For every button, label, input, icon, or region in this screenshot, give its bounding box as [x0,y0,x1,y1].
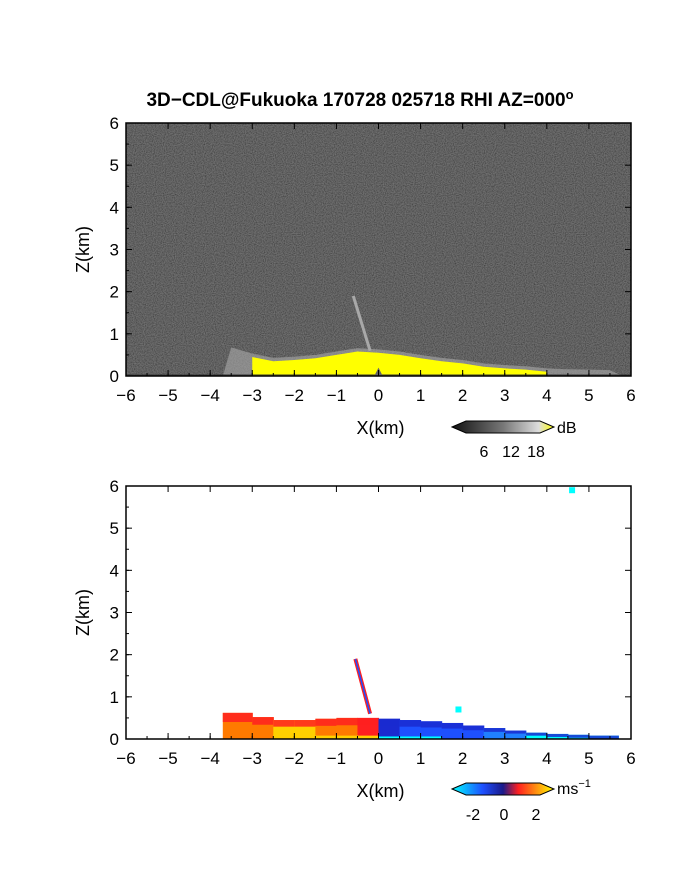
velocity-x-tick-label: −6 [116,749,135,768]
velocity-x-tick-label: −3 [243,749,262,768]
velocity-y-axis-label: Z(km) [73,589,93,636]
reflectivity-x-axis-label: X(km) [357,418,405,438]
velocity-x-tick-label: 6 [626,749,635,768]
velocity-beam-core [354,658,371,714]
velocity-colorbar: ms−1 -2 0 2 [450,778,591,824]
velocity-colorbar-tick: -2 [466,807,480,824]
velocity-echo-top-cell [357,717,379,726]
reflectivity-x-tick-label: −6 [116,386,135,405]
velocity-echo-top-cell [483,728,506,732]
reflectivity-noise [126,123,631,376]
reflectivity-colorbar: dB 6 12 18 [450,420,577,461]
velocity-echo-top-cell [462,725,485,731]
velocity-echo-cell [525,732,548,739]
velocity-echo-top-cell [273,720,295,727]
reflectivity-x-tick-label: 0 [374,386,383,405]
velocity-echo-top-cell [420,721,443,728]
velocity-echo-top-cell [378,718,401,726]
velocity-echo-top-cell [504,730,527,734]
reflectivity-y-tick-label: 6 [110,114,119,133]
velocity-y-tick-label: 5 [110,519,119,538]
reflectivity-colorbar-unit: dB [557,420,577,437]
reflectivity-y-axis-label: Z(km) [73,226,93,273]
reflectivity-x-tick-label: 6 [626,386,635,405]
velocity-x-tick-label: 4 [542,749,551,768]
velocity-y-tick-label: 1 [110,688,119,707]
reflectivity-colorbar-bar [450,420,556,434]
velocity-colorbar-bar [450,782,556,796]
reflectivity-y-tick-label: 1 [110,325,119,344]
velocity-x-tick-label: 2 [458,749,467,768]
velocity-y-tick-label: 6 [110,477,119,496]
velocity-x-tick-label: −4 [200,749,219,768]
reflectivity-x-tick-label: −3 [243,386,262,405]
reflectivity-x-tick-label: 3 [500,386,509,405]
chart-title: 3D−CDL@Fukuoka 170728 025718 RHI AZ=000o [146,87,573,111]
velocity-echo-top-cell [399,720,422,727]
velocity-echo-top-cell [441,722,464,729]
velocity-y-tick-label: 0 [110,730,119,749]
velocity-echo-top-cell [315,718,337,726]
reflectivity-y-tick-label: 3 [110,241,119,260]
reflectivity-beam-streak [351,295,372,352]
velocity-x-axis-label: X(km) [357,781,405,801]
velocity-colorbar-unit: ms−1 [557,778,591,798]
velocity-echo-top-cell [336,717,358,726]
reflectivity-x-tick-label: −4 [200,386,219,405]
velocity-echo-top-cell [294,720,316,727]
reflectivity-y-tick-label: 0 [110,367,119,386]
velocity-isolated-point [455,706,462,713]
velocity-y-tick-label: 4 [110,561,119,580]
velocity-echo-top-cell [222,712,253,723]
velocity-surface-strip [315,735,379,739]
velocity-echo-top-cell [546,733,569,737]
velocity-x-tick-label: −5 [158,749,177,768]
velocity-x-tick-label: −1 [327,749,346,768]
reflectivity-colorbar-tick: 12 [502,444,520,461]
velocity-y-tick-label: 3 [110,604,119,623]
velocity-surface-strip [378,736,442,739]
velocity-background [126,486,631,739]
reflectivity-colorbar-tick: 6 [480,444,489,461]
velocity-x-tick-label: 3 [500,749,509,768]
reflectivity-x-tick-label: 4 [542,386,551,405]
velocity-x-tick-label: −2 [285,749,304,768]
velocity-echo-top-cell [588,735,619,739]
velocity-echo-cell [483,728,506,739]
reflectivity-x-tick-label: −5 [158,386,177,405]
reflectivity-x-tick-label: −2 [285,386,304,405]
velocity-y-tick-label: 2 [110,646,119,665]
velocity-isolated-point [569,487,576,494]
reflectivity-x-tick-label: 1 [416,386,425,405]
reflectivity-echo-layer [252,351,547,376]
velocity-echo-top-cell [252,717,274,725]
velocity-echo-top-cell [567,734,590,738]
reflectivity-colorbar-tick: 18 [527,444,545,461]
reflectivity-y-tick-label: 4 [110,198,119,217]
reflectivity-y-tick-label: 2 [110,283,119,302]
reflectivity-x-tick-label: 5 [584,386,593,405]
velocity-colorbar-tick: 0 [500,807,509,824]
reflectivity-panel: −6 −5 −4 −3 −2 −1 0 1 2 3 4 5 6 0 1 2 3 4 5 6 X(km) Z(km) [73,114,636,438]
velocity-x-tick-label: 5 [584,749,593,768]
velocity-panel: −6 −5 −4 −3 −2 −1 0 1 2 3 4 5 6 0 1 2 3 4 5 6 X(km) Z(km) [73,477,636,801]
velocity-colorbar-tick: 2 [532,807,541,824]
reflectivity-y-tick-label: 5 [110,156,119,175]
velocity-x-tick-label: 0 [374,749,383,768]
velocity-echo-cell [504,730,527,739]
reflectivity-x-tick-label: 2 [458,386,467,405]
velocity-echo-top-cell [525,732,548,736]
reflectivity-x-tick-label: −1 [327,386,346,405]
velocity-x-tick-label: 1 [416,749,425,768]
